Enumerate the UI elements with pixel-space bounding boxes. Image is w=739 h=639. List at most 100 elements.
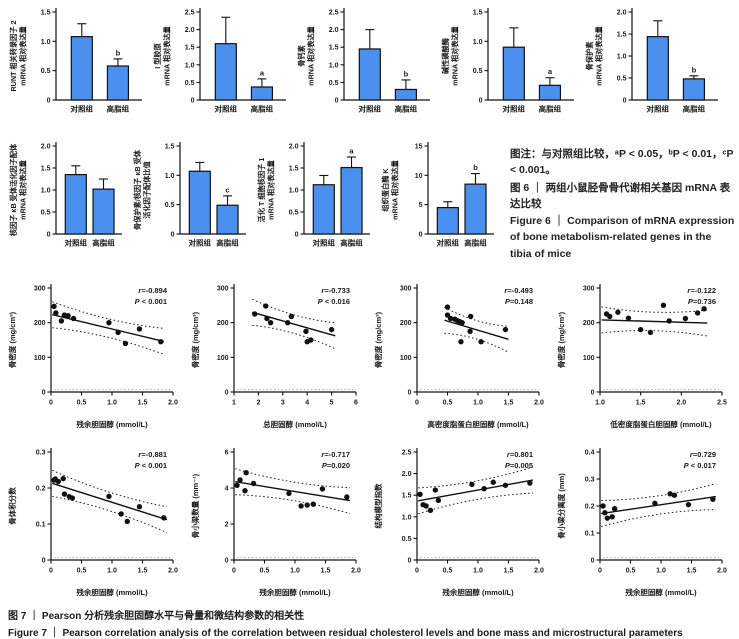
y-tick-label: 100	[583, 355, 595, 362]
significance-letter: b	[692, 65, 697, 74]
y-tick-label: 2.0	[402, 471, 412, 478]
scatter-plot-svg: 0 0.5 1.0 1.5 2.0 2.5 0 0.5 1.0 1.5 2.0 结构模型指数残余胆固醇…	[373, 448, 544, 597]
confidence-band-lower	[601, 509, 716, 528]
significance-letter: b	[116, 48, 121, 57]
y-axis-label: 骨密度 (mg/cm³)	[556, 311, 566, 368]
y-tick-label: 300	[34, 286, 46, 293]
x-tick-label: 0.5	[443, 400, 453, 407]
significance-letter: c	[225, 185, 229, 194]
figure7-scatter-row-1: 0 100 200 300 0 0.5 1.0 1.5 2.0 骨密度 (mg/cm³) 残余胆固醇…	[0, 270, 739, 434]
category-label: 对照组	[647, 104, 670, 114]
p-value-label: P=0.736	[688, 297, 716, 306]
scatter-point	[60, 475, 66, 482]
x-tick-label: 0	[49, 568, 53, 575]
scatter-point	[264, 315, 270, 322]
scatter-bmd-vs-ldl-cholesterol: 0 100 200 300 1.0 1.5 2.0 2.5 骨密度 (mg/cm³) 低密度脂蛋白…	[553, 276, 736, 434]
x-tick-label: 0.5	[77, 568, 87, 575]
scatter-plot-svg: 0 100 200 300 0 0.5 1.0 1.5 2.0 骨密度 (mg/cm³) 高密度脂蛋…	[373, 284, 544, 429]
y-tick-label: 0	[295, 232, 299, 239]
figure6-caption-en: Figure 6 ｜ Comparison of mRNA expression…	[510, 215, 735, 260]
x-tick-label: 2.0	[168, 568, 178, 575]
y-tick-label: 2.0	[41, 144, 51, 151]
y-tick-label: 0.2	[36, 486, 46, 493]
category-label: 对照组	[215, 104, 238, 114]
y-tick-label: 0	[591, 558, 595, 565]
bar	[312, 184, 335, 235]
x-tick-label: 2.5	[717, 400, 727, 407]
y-tick-label: 4	[225, 486, 229, 493]
x-tick-label: 0.5	[626, 568, 636, 575]
y-tick-label: 2.0	[329, 27, 339, 34]
r-value-label: r=-0.881	[138, 450, 167, 459]
y-axis-label: 骨保护素/核因子 κB 受体活化因子配体比值	[133, 149, 152, 230]
y-axis-label: 骨小梁数量 (mm⁻¹)	[190, 473, 200, 538]
scatter-plot-svg: 0 100 200 300 0 0.5 1.0 1.5 2.0 骨密度 (mg/cm³) 残余胆固醇…	[7, 284, 178, 429]
category-label: 高脂组	[216, 238, 239, 248]
y-tick-label: 1.5	[185, 45, 195, 52]
x-tick-label: 0.5	[260, 568, 270, 575]
regression-line	[601, 495, 717, 515]
x-tick-label: 0	[232, 568, 236, 575]
x-axis-label: 残余胆固醇 (mmol/L)	[625, 587, 697, 597]
category-label: 高脂组	[539, 104, 562, 114]
scatter-point	[444, 312, 451, 318]
scatter-point	[609, 514, 615, 520]
bar	[436, 206, 459, 235]
scatter-point	[467, 328, 473, 335]
scatter-point	[602, 510, 608, 516]
scatter-point	[65, 313, 71, 319]
y-tick-label: 0	[591, 390, 595, 397]
x-tick-label: 2.0	[351, 568, 361, 575]
scatter-plot-svg: 0 0.1 0.2 0.3 0.4 0 0.5 1.0 1.5 2.0 骨小梁分离度 (mm) 残余胆…	[556, 448, 727, 597]
figure6-caption-zh: 图 6 ｜ 两组小鼠胫骨骨代谢相关基因 mRNA 表达比较	[510, 181, 731, 210]
x-tick-label: 1.5	[636, 400, 646, 407]
scatter-bone-volume-fraction-vs-rc: 0 0.1 0.2 0.3 0 0.5 1.0 1.5 2.0 骨体积分数 残余胆固醇 (mmol/…	[4, 440, 187, 602]
scatter-point	[467, 313, 474, 320]
scatter-point	[243, 470, 249, 476]
y-tick-label: 0	[225, 390, 229, 397]
scatter-point	[459, 319, 465, 326]
scatter-point	[310, 501, 316, 507]
y-tick-label: 2.0	[289, 144, 299, 151]
scatter-point	[611, 506, 618, 512]
y-tick-label: 0	[623, 98, 627, 105]
y-tick-label: 1.0	[185, 62, 195, 69]
x-tick-label: 1.0	[473, 400, 483, 407]
y-axis-label: 活化 T 细胞核因子 1mRNA 相对表达量	[257, 158, 276, 223]
bar	[464, 183, 487, 235]
bar-chart-nfatc1: 0 0.5 1.0 1.5 2.0 活化 T 细胞核因子 1mRNA 相对表达量 对照组 a 高…	[254, 138, 378, 270]
category-label: 高脂组	[683, 104, 706, 114]
bar	[340, 166, 363, 235]
bar-chart-alp: 0 0.5 1.0 1.5 碱性磷酸酶mRNA 相对表达量 对照组 a 高脂组	[438, 4, 582, 132]
y-tick-label: 0.4	[585, 450, 595, 457]
y-tick-label: 200	[217, 320, 229, 327]
confidence-band-lower	[52, 327, 165, 355]
category-label: 对照组	[71, 104, 94, 114]
y-tick-label: 0.5	[185, 80, 195, 87]
x-tick-label: 2.0	[168, 400, 178, 407]
r-value-label: r=-0.894	[138, 286, 167, 295]
scatter-point	[490, 479, 496, 485]
category-label: 对照组	[65, 238, 88, 248]
bar	[64, 173, 87, 235]
confidence-band-lower	[601, 330, 708, 337]
x-tick-label: 1.5	[138, 400, 148, 407]
x-tick-label: 0	[415, 400, 419, 407]
y-tick-label: 1.5	[402, 493, 412, 500]
y-tick-label: 5	[419, 202, 423, 209]
scatter-point	[61, 491, 68, 497]
y-tick-label: 300	[400, 286, 412, 293]
y-tick-label: 15	[415, 144, 423, 151]
figure7-scatter-row-2: 0 0.1 0.2 0.3 0 0.5 1.0 1.5 2.0 骨体积分数 残余胆固醇 (mmol/…	[0, 434, 739, 602]
confidence-band-upper	[418, 466, 534, 489]
y-tick-label: 0	[42, 558, 46, 565]
r-value-label: r=-0.122	[687, 286, 716, 295]
y-axis-label: 核因子 κB 受体活化因子配体mRNA 相对表达量	[9, 143, 28, 236]
x-tick-label: 0.5	[443, 568, 453, 575]
confidence-band-upper	[601, 306, 708, 313]
y-tick-label: 0.1	[585, 531, 595, 538]
confidence-band-upper	[601, 483, 717, 502]
